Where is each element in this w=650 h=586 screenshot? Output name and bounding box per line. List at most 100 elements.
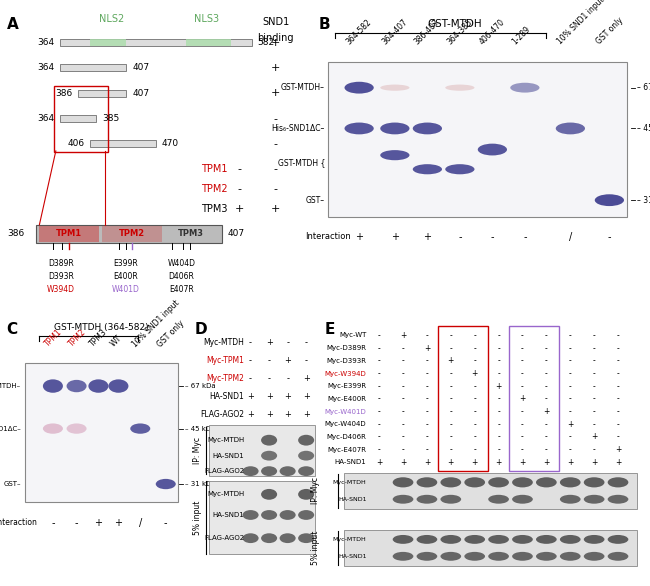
FancyBboxPatch shape	[25, 363, 177, 502]
Text: +: +	[567, 458, 573, 467]
Text: +: +	[471, 458, 478, 467]
FancyBboxPatch shape	[90, 39, 126, 46]
Text: -: -	[569, 394, 571, 403]
Ellipse shape	[584, 535, 605, 544]
Text: -: -	[402, 343, 404, 353]
Ellipse shape	[608, 495, 629, 504]
Text: +: +	[591, 458, 597, 467]
Text: 1-289: 1-289	[510, 25, 532, 46]
Text: TPM2: TPM2	[119, 230, 145, 239]
Ellipse shape	[344, 122, 374, 134]
Text: +: +	[471, 369, 478, 378]
Ellipse shape	[478, 144, 507, 155]
Text: -: -	[569, 381, 571, 391]
Text: 10% SND1 input: 10% SND1 input	[556, 0, 606, 46]
Text: 407: 407	[132, 89, 150, 98]
Text: TPM3: TPM3	[202, 203, 228, 214]
Ellipse shape	[298, 510, 314, 520]
Text: -: -	[426, 432, 428, 441]
Ellipse shape	[43, 424, 63, 434]
Text: 386-407: 386-407	[413, 18, 441, 46]
Text: 5% input: 5% input	[193, 500, 202, 535]
Text: – 31 kDa: – 31 kDa	[185, 481, 216, 487]
Ellipse shape	[445, 84, 474, 91]
Text: +: +	[615, 445, 621, 454]
Text: TPM1: TPM1	[202, 164, 228, 174]
Text: +: +	[423, 231, 432, 242]
Text: -: -	[497, 420, 500, 429]
Ellipse shape	[298, 451, 314, 461]
Text: HA-SND1: HA-SND1	[338, 497, 367, 502]
Text: -: -	[617, 420, 619, 429]
Text: -: -	[268, 374, 270, 383]
Text: +: +	[495, 381, 502, 391]
Text: – 67 kDa: – 67 kDa	[637, 83, 650, 92]
Text: +: +	[400, 458, 406, 467]
Text: +: +	[266, 410, 272, 419]
Text: -: -	[378, 331, 380, 340]
Text: -: -	[51, 517, 55, 528]
Text: -: -	[521, 369, 524, 378]
Text: -: -	[238, 184, 242, 194]
Text: -: -	[593, 394, 595, 403]
Ellipse shape	[413, 122, 442, 134]
Text: -: -	[569, 407, 571, 416]
Text: +: +	[271, 38, 280, 47]
Text: -: -	[378, 432, 380, 441]
Ellipse shape	[445, 164, 474, 174]
Ellipse shape	[560, 477, 580, 488]
Text: -: -	[521, 420, 524, 429]
Text: -: -	[617, 369, 619, 378]
Text: -: -	[593, 407, 595, 416]
Text: WT: WT	[109, 333, 124, 349]
Ellipse shape	[380, 84, 410, 91]
Ellipse shape	[584, 477, 605, 488]
Text: TPM1: TPM1	[43, 328, 64, 349]
Text: +: +	[376, 458, 382, 467]
Text: W401D: W401D	[111, 285, 139, 294]
Text: +: +	[448, 356, 454, 365]
Text: +: +	[266, 338, 272, 347]
Text: B: B	[318, 18, 330, 32]
Text: +: +	[567, 420, 573, 429]
Ellipse shape	[536, 477, 556, 488]
Text: /: /	[569, 231, 572, 242]
Text: HA-SND1: HA-SND1	[338, 554, 367, 559]
Text: -: -	[164, 517, 168, 528]
Text: -: -	[402, 420, 404, 429]
Ellipse shape	[242, 533, 259, 543]
Text: +: +	[284, 410, 291, 419]
Text: -: -	[473, 394, 476, 403]
Text: -: -	[249, 374, 252, 383]
Text: Myc-E399R: Myc-E399R	[328, 383, 367, 389]
Text: 406: 406	[67, 139, 85, 148]
Ellipse shape	[280, 466, 296, 476]
Text: HA-SND1: HA-SND1	[213, 452, 244, 459]
Text: -: -	[473, 432, 476, 441]
Text: 364-407: 364-407	[380, 17, 410, 46]
Text: -: -	[545, 356, 548, 365]
Text: -: -	[569, 432, 571, 441]
Text: W394D: W394D	[47, 285, 75, 294]
Text: +: +	[114, 517, 122, 528]
Text: GST–: GST–	[306, 196, 325, 205]
Text: Myc-E407R: Myc-E407R	[328, 447, 367, 452]
Text: W404D: W404D	[168, 259, 196, 268]
Ellipse shape	[584, 495, 605, 504]
Text: TPM3: TPM3	[177, 230, 203, 239]
Ellipse shape	[261, 451, 277, 461]
Text: -: -	[473, 356, 476, 365]
Text: Myc-E400R: Myc-E400R	[328, 396, 367, 402]
Text: -: -	[545, 331, 548, 340]
Text: -: -	[593, 331, 595, 340]
Text: – 45 kDa: – 45 kDa	[185, 425, 215, 432]
FancyBboxPatch shape	[344, 530, 637, 566]
Text: -: -	[521, 331, 524, 340]
Text: 10% SND1 input: 10% SND1 input	[130, 298, 181, 349]
Text: +: +	[519, 394, 526, 403]
Text: -: -	[521, 356, 524, 365]
Text: Myc-D393R: Myc-D393R	[326, 358, 367, 364]
Text: TPM2: TPM2	[201, 184, 227, 194]
Ellipse shape	[512, 477, 533, 488]
Text: -: -	[305, 356, 307, 364]
